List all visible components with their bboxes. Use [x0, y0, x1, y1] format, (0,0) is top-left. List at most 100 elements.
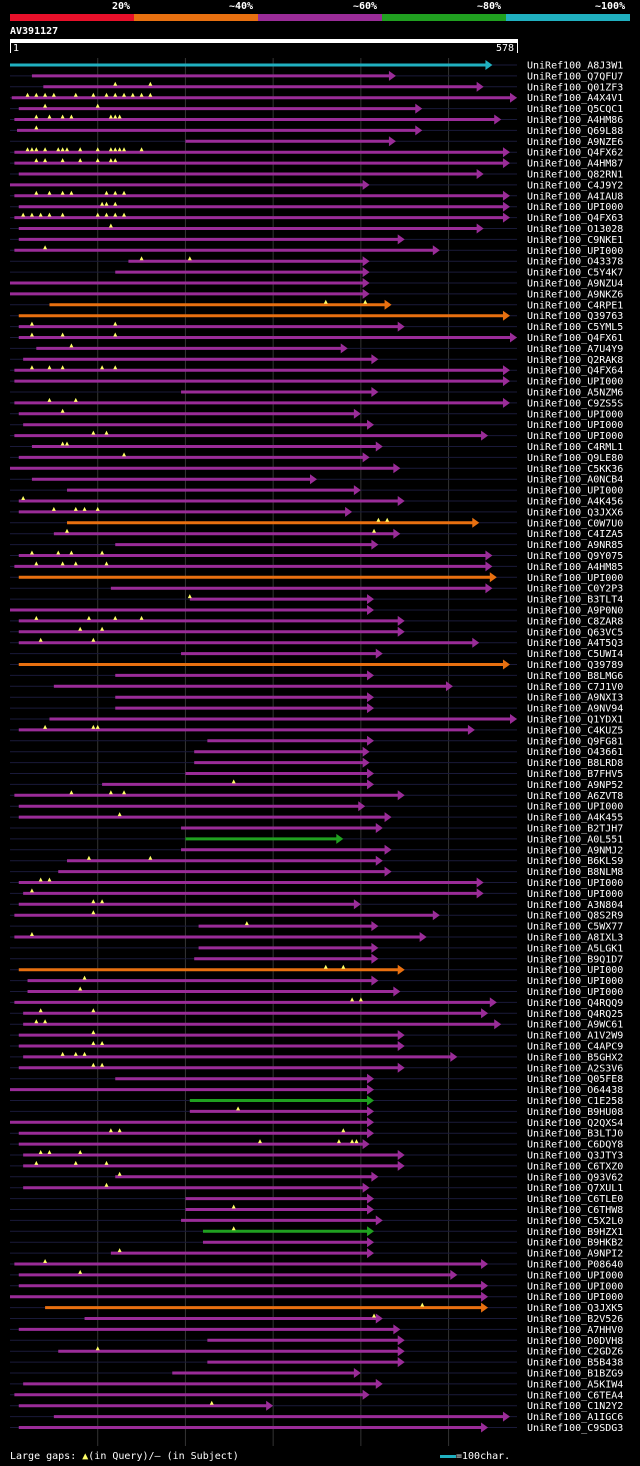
- hit-label[interactable]: UniRef100_A9NZU4: [527, 279, 623, 290]
- hit-label[interactable]: UniRef100_C2GDZ6: [527, 1347, 623, 1358]
- hit-label[interactable]: UniRef100_Q3JTY3: [527, 1151, 623, 1162]
- hit-label[interactable]: UniRef100_C6TEA4: [527, 1390, 623, 1401]
- hit-label[interactable]: UniRef100_B6KLS9: [527, 856, 623, 867]
- hit-label[interactable]: UniRef100_A0NCB4: [527, 475, 623, 486]
- hit-label[interactable]: UniRef100_Q5CQC1: [527, 104, 623, 115]
- hit-label[interactable]: UniRef100_Q4RQ25: [527, 1009, 623, 1020]
- hit-label[interactable]: UniRef100_A4HM87: [527, 159, 623, 170]
- hit-label[interactable]: UniRef100_UPI000: [527, 486, 623, 497]
- hit-label[interactable]: UniRef100_O64438: [527, 1085, 623, 1096]
- hit-label[interactable]: UniRef100_Q4RQQ9: [527, 998, 623, 1009]
- hit-label[interactable]: UniRef100_UPI000: [527, 202, 623, 213]
- hit-label[interactable]: UniRef100_A4HM85: [527, 562, 623, 573]
- hit-label[interactable]: UniRef100_A7HHV0: [527, 1325, 623, 1336]
- hit-label[interactable]: UniRef100_Q3JXX6: [527, 507, 623, 518]
- hit-label[interactable]: UniRef100_A2S3V6: [527, 1063, 623, 1074]
- hit-label[interactable]: UniRef100_UPI000: [527, 976, 623, 987]
- hit-label[interactable]: UniRef100_B9HKB2: [527, 1238, 623, 1249]
- hit-label[interactable]: UniRef100_C6DQY8: [527, 1140, 623, 1151]
- hit-label[interactable]: UniRef100_Q4FX61: [527, 333, 623, 344]
- hit-label[interactable]: UniRef100_B9Q1D7: [527, 954, 623, 965]
- hit-label[interactable]: UniRef100_UPI000: [527, 878, 623, 889]
- hit-label[interactable]: UniRef100_C4APC9: [527, 1042, 623, 1053]
- hit-label[interactable]: UniRef100_C7J1V0: [527, 682, 623, 693]
- hit-label[interactable]: UniRef100_A4T5Q3: [527, 638, 623, 649]
- hit-label[interactable]: UniRef100_A5NZM6: [527, 388, 623, 399]
- hit-label[interactable]: UniRef100_Q4FX62: [527, 148, 623, 159]
- hit-label[interactable]: UniRef100_UPI000: [527, 1281, 623, 1292]
- hit-label[interactable]: UniRef100_UPI000: [527, 420, 623, 431]
- hit-label[interactable]: UniRef100_A4HM86: [527, 115, 623, 126]
- hit-label[interactable]: UniRef100_O13028: [527, 224, 623, 235]
- hit-label[interactable]: UniRef100_C5Y4K7: [527, 268, 623, 279]
- hit-label[interactable]: UniRef100_C1N2Y2: [527, 1401, 623, 1412]
- hit-label[interactable]: UniRef100_C1E258: [527, 1096, 623, 1107]
- hit-label[interactable]: UniRef100_Q1YDX1: [527, 715, 623, 726]
- hit-label[interactable]: UniRef100_Q05FE8: [527, 1074, 623, 1085]
- hit-label[interactable]: UniRef100_B5B438: [527, 1358, 623, 1369]
- hit-label[interactable]: UniRef100_O43378: [527, 257, 623, 268]
- hit-label[interactable]: UniRef100_Q2RAK8: [527, 355, 623, 366]
- hit-label[interactable]: UniRef100_B2V526: [527, 1314, 623, 1325]
- hit-label[interactable]: UniRef100_B7FHV5: [527, 769, 623, 780]
- hit-label[interactable]: UniRef100_B3TLT4: [527, 595, 623, 606]
- hit-label[interactable]: UniRef100_Q39763: [527, 311, 623, 322]
- hit-label[interactable]: UniRef100_UPI000: [527, 987, 623, 998]
- hit-label[interactable]: UniRef100_A9NV94: [527, 704, 623, 715]
- hit-label[interactable]: UniRef100_UPI000: [527, 246, 623, 257]
- hit-label[interactable]: UniRef100_A6ZVT8: [527, 791, 623, 802]
- hit-label[interactable]: UniRef100_B5GHX2: [527, 1052, 623, 1063]
- hit-label[interactable]: UniRef100_B8NLM8: [527, 867, 623, 878]
- hit-label[interactable]: UniRef100_A9NP52: [527, 780, 623, 791]
- hit-label[interactable]: UniRef100_Q69L88: [527, 126, 623, 137]
- hit-label[interactable]: UniRef100_UPI000: [527, 1292, 623, 1303]
- hit-label[interactable]: UniRef100_Q2QXS4: [527, 1118, 623, 1129]
- hit-label[interactable]: UniRef100_UPI000: [527, 889, 623, 900]
- hit-label[interactable]: UniRef100_C4J9Y2: [527, 180, 623, 191]
- hit-label[interactable]: UniRef100_A5LGK1: [527, 943, 623, 954]
- hit-label[interactable]: UniRef100_Q9LE80: [527, 453, 623, 464]
- hit-label[interactable]: UniRef100_Q8S2R9: [527, 911, 623, 922]
- hit-label[interactable]: UniRef100_A9WC61: [527, 1020, 623, 1031]
- hit-label[interactable]: UniRef100_A9P0N0: [527, 606, 623, 617]
- hit-label[interactable]: UniRef100_A4K456: [527, 497, 623, 508]
- hit-label[interactable]: UniRef100_C9NKE1: [527, 235, 623, 246]
- hit-label[interactable]: UniRef100_Q3JXK5: [527, 1303, 623, 1314]
- hit-label[interactable]: UniRef100_O43661: [527, 747, 623, 758]
- hit-label[interactable]: UniRef100_A9NMJ2: [527, 845, 623, 856]
- hit-label[interactable]: UniRef100_UPI000: [527, 409, 623, 420]
- hit-label[interactable]: UniRef100_B2TJH7: [527, 824, 623, 835]
- hit-label[interactable]: UniRef100_C9SDG3: [527, 1423, 623, 1434]
- hit-label[interactable]: UniRef100_Q7QFU7: [527, 71, 623, 82]
- hit-label[interactable]: UniRef100_C0Y2P3: [527, 584, 623, 595]
- hit-label[interactable]: UniRef100_C8ZAR8: [527, 616, 623, 627]
- hit-label[interactable]: UniRef100_Q4FX64: [527, 366, 623, 377]
- hit-label[interactable]: UniRef100_A9NZE6: [527, 137, 623, 148]
- hit-label[interactable]: UniRef100_B9HU08: [527, 1107, 623, 1118]
- hit-label[interactable]: UniRef100_B1BZG9: [527, 1369, 623, 1380]
- hit-label[interactable]: UniRef100_UPI000: [527, 1270, 623, 1281]
- hit-label[interactable]: UniRef100_Q9FG81: [527, 736, 623, 747]
- hit-label[interactable]: UniRef100_C0W7U0: [527, 518, 623, 529]
- hit-label[interactable]: UniRef100_C5UWI4: [527, 649, 623, 660]
- hit-label[interactable]: UniRef100_A4K455: [527, 813, 623, 824]
- hit-label[interactable]: UniRef100_Q4FX63: [527, 213, 623, 224]
- hit-label[interactable]: UniRef100_Q9Y075: [527, 551, 623, 562]
- hit-label[interactable]: UniRef100_C6TXZ0: [527, 1161, 623, 1172]
- hit-label[interactable]: UniRef100_Q39789: [527, 660, 623, 671]
- hit-label[interactable]: UniRef100_A8IXL3: [527, 933, 623, 944]
- hit-label[interactable]: UniRef100_C5KK36: [527, 464, 623, 475]
- hit-label[interactable]: UniRef100_A5KIW4: [527, 1379, 623, 1390]
- hit-label[interactable]: UniRef100_A9NPI2: [527, 1249, 623, 1260]
- hit-label[interactable]: UniRef100_C6THW8: [527, 1205, 623, 1216]
- hit-label[interactable]: UniRef100_A1IGC6: [527, 1412, 623, 1423]
- hit-label[interactable]: UniRef100_C5X2L0: [527, 1216, 623, 1227]
- hit-label[interactable]: UniRef100_A0L551: [527, 834, 623, 845]
- hit-label[interactable]: UniRef100_Q93V62: [527, 1172, 623, 1183]
- hit-label[interactable]: UniRef100_P08640: [527, 1260, 623, 1271]
- hit-label[interactable]: UniRef100_A9NXI3: [527, 693, 623, 704]
- hit-label[interactable]: UniRef100_UPI000: [527, 377, 623, 388]
- hit-label[interactable]: UniRef100_A8J3W1: [527, 61, 623, 72]
- hit-label[interactable]: UniRef100_B3LTJ0: [527, 1129, 623, 1140]
- hit-label[interactable]: UniRef100_UPI000: [527, 573, 623, 584]
